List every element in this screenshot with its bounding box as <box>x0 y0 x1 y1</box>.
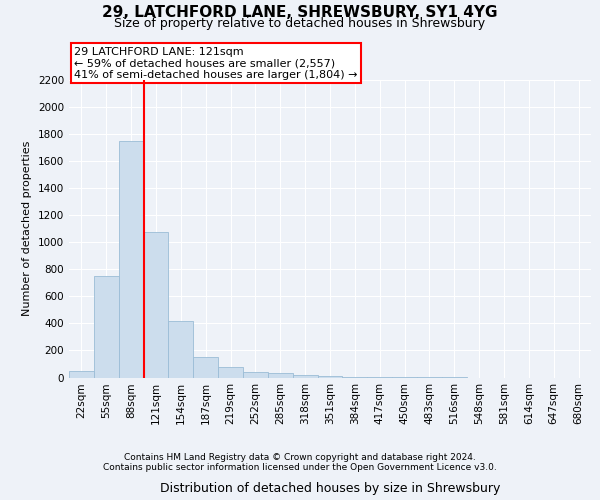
Bar <box>317 376 343 378</box>
Bar <box>119 141 143 378</box>
Bar <box>343 377 367 378</box>
Text: 29, LATCHFORD LANE, SHREWSBURY, SY1 4YG: 29, LATCHFORD LANE, SHREWSBURY, SY1 4YG <box>102 5 498 20</box>
Text: Contains public sector information licensed under the Open Government Licence v3: Contains public sector information licen… <box>103 464 497 472</box>
Bar <box>218 368 243 378</box>
Bar <box>94 276 119 378</box>
Bar <box>268 374 293 378</box>
Y-axis label: Number of detached properties: Number of detached properties <box>22 141 32 316</box>
Bar <box>169 320 193 378</box>
Bar <box>143 232 169 378</box>
Bar <box>243 372 268 378</box>
Text: Contains HM Land Registry data © Crown copyright and database right 2024.: Contains HM Land Registry data © Crown c… <box>124 454 476 462</box>
Bar <box>193 356 218 378</box>
Text: Distribution of detached houses by size in Shrewsbury: Distribution of detached houses by size … <box>160 482 500 495</box>
Text: Size of property relative to detached houses in Shrewsbury: Size of property relative to detached ho… <box>115 18 485 30</box>
Bar <box>69 370 94 378</box>
Bar <box>293 375 317 378</box>
Text: 29 LATCHFORD LANE: 121sqm
← 59% of detached houses are smaller (2,557)
41% of se: 29 LATCHFORD LANE: 121sqm ← 59% of detac… <box>74 47 358 80</box>
